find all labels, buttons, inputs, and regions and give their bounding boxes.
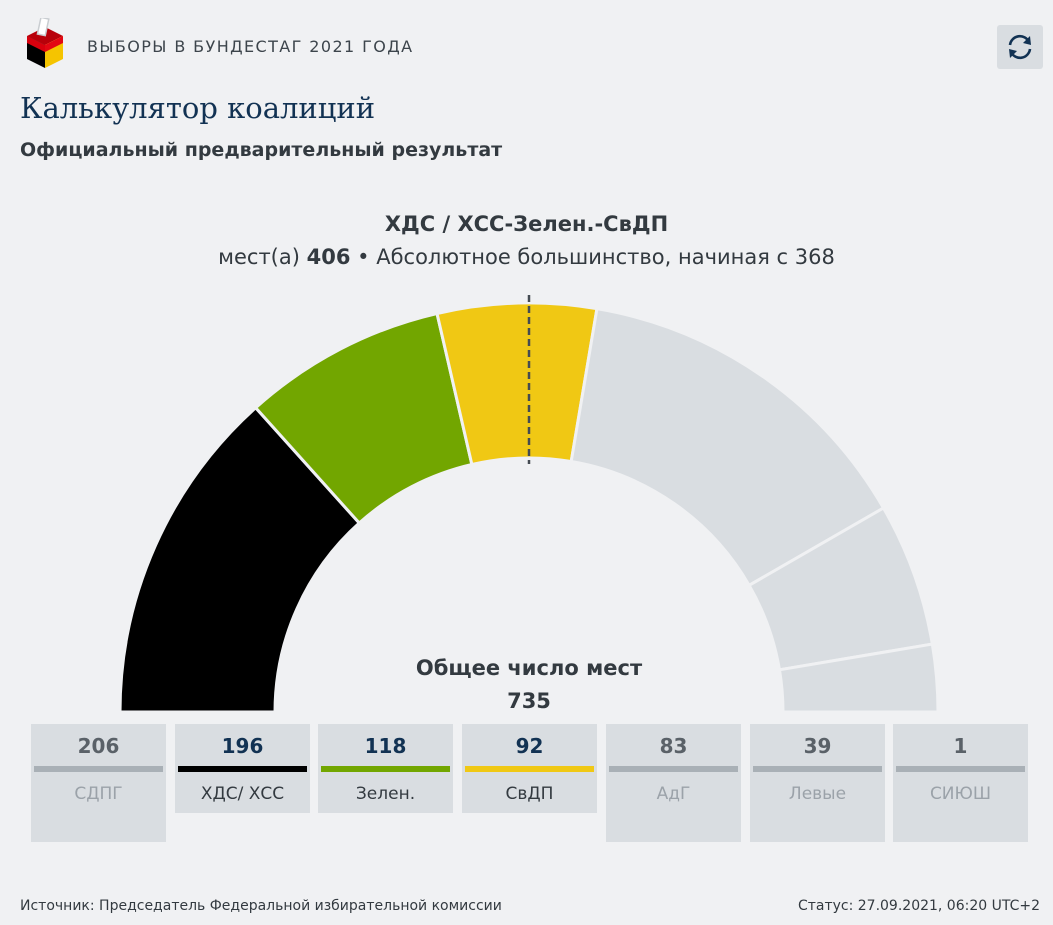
party-card-3[interactable]: 92 СвДП bbox=[462, 724, 597, 813]
header: ВЫБОРЫ В БУНДЕСТАГ 2021 ГОДА bbox=[22, 18, 1043, 74]
party-color-bar bbox=[465, 766, 594, 772]
party-name: Левые bbox=[788, 784, 847, 804]
status-note: Статус: 27.09.2021, 06:20 UTC+2 bbox=[797, 898, 1040, 914]
page-title: Калькулятор коалиций bbox=[20, 91, 376, 125]
refresh-button[interactable] bbox=[997, 25, 1043, 69]
party-color-bar bbox=[609, 766, 738, 772]
ballot-box-icon bbox=[27, 18, 63, 68]
refresh-icon bbox=[1008, 34, 1032, 60]
majority-text: • Абсолютное большинство, начиная с 368 bbox=[357, 245, 835, 269]
total-seats-value: 735 bbox=[507, 689, 551, 713]
party-card-0[interactable]: 206 СДПГ bbox=[31, 724, 166, 842]
party-seats: 92 bbox=[515, 734, 544, 758]
party-name: СвДП bbox=[505, 784, 554, 804]
party-name: СДПГ bbox=[74, 784, 123, 804]
total-seats-label: Общее число мест bbox=[415, 656, 643, 680]
party-card-6[interactable]: 1 СИЮШ bbox=[893, 724, 1028, 842]
party-name: Зелен. bbox=[355, 784, 416, 804]
party-color-bar bbox=[34, 766, 163, 772]
party-seats: 39 bbox=[803, 734, 832, 758]
party-cards: 206 СДПГ 196 ХДС/ ХСС 118 Зелен. 92 СвДП 83 АдГ 39… bbox=[31, 724, 1028, 844]
party-color-bar bbox=[896, 766, 1025, 772]
page-subtitle: Официальный предварительный результат bbox=[20, 139, 503, 161]
coalition-seat-count: 406 bbox=[306, 245, 351, 269]
party-name: СИЮШ bbox=[929, 784, 992, 804]
party-card-5[interactable]: 39 Левые bbox=[750, 724, 885, 842]
election-kicker: ВЫБОРЫ В БУНДЕСТАГ 2021 ГОДА bbox=[87, 37, 414, 56]
coalition-seats-line: мест(а) 406 • Абсолютное большинство, на… bbox=[0, 245, 1053, 269]
party-seats: 196 bbox=[221, 734, 264, 758]
seats-prefix: мест(а) bbox=[218, 245, 300, 269]
source-note: Источник: Председатель Федеральной избир… bbox=[20, 898, 502, 914]
party-seats: 83 bbox=[659, 734, 688, 758]
party-color-bar bbox=[321, 766, 450, 772]
party-color-bar bbox=[178, 766, 307, 772]
party-seats: 1 bbox=[953, 734, 968, 758]
coalition-name: ХДС / ХСС-Зелен.-СвДП bbox=[384, 212, 669, 236]
party-seats: 206 bbox=[77, 734, 120, 758]
party-color-bar bbox=[753, 766, 882, 772]
arc-segment-3[interactable] bbox=[569, 306, 886, 588]
party-name: АдГ bbox=[656, 784, 691, 804]
party-card-2[interactable]: 118 Зелен. bbox=[318, 724, 453, 813]
arc-segment-5[interactable] bbox=[777, 642, 940, 714]
party-name: ХДС/ ХСС bbox=[200, 784, 285, 804]
party-seats: 118 bbox=[364, 734, 407, 758]
party-card-4[interactable]: 83 АдГ bbox=[606, 724, 741, 842]
party-card-1[interactable]: 196 ХДС/ ХСС bbox=[175, 724, 310, 813]
